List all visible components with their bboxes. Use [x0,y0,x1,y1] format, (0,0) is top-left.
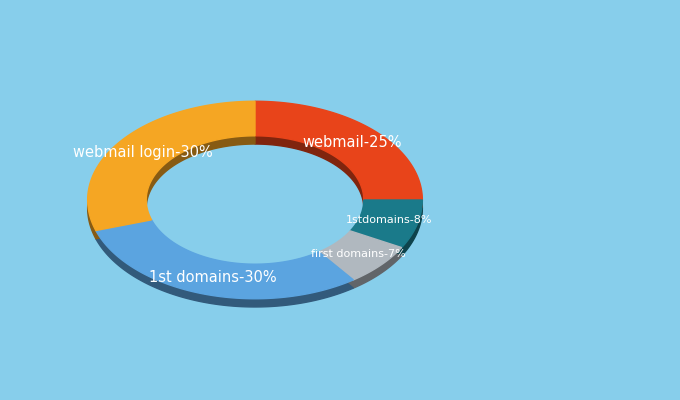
Polygon shape [350,200,422,248]
Polygon shape [96,220,354,299]
Text: first domains-7%: first domains-7% [311,249,406,259]
Text: webmail-25%: webmail-25% [303,135,403,150]
Text: webmail login-30%: webmail login-30% [73,145,214,160]
Polygon shape [319,231,402,280]
Text: 1stdomains-8%: 1stdomains-8% [345,215,432,225]
Polygon shape [350,208,422,256]
Text: 1st domains-30%: 1st domains-30% [148,270,276,285]
Polygon shape [96,228,354,307]
Polygon shape [88,101,255,230]
Polygon shape [255,110,422,208]
Polygon shape [88,110,255,239]
Polygon shape [319,239,402,288]
Polygon shape [255,101,422,200]
